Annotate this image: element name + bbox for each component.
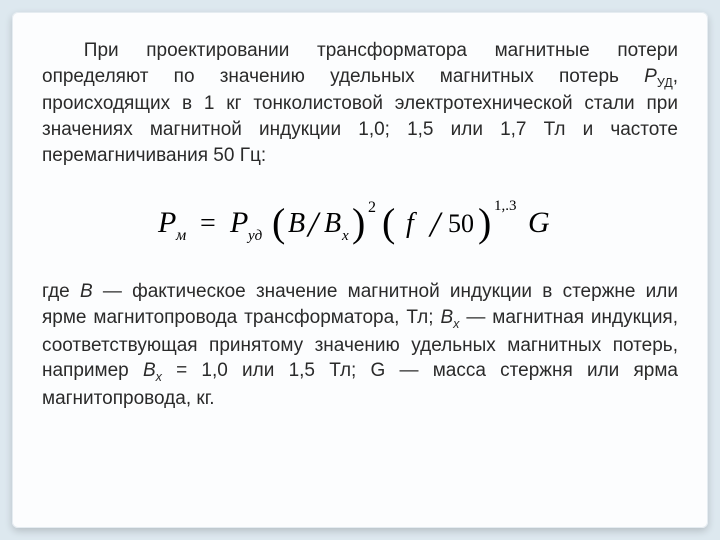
equals: = [200,208,216,239]
frac2-50: 50 [448,209,474,238]
frac1-B: B [288,208,305,239]
rparen2: ) [478,200,491,245]
lparen2: ( [382,200,395,245]
formula-svg: P м = P уд ( B / B x ) 2 ( [150,192,570,252]
p2-v2-B: В [440,307,453,328]
paragraph-2: где В — фактическое значение магнитной и… [42,279,678,411]
p2-v1-B: В [80,281,93,302]
frac1-Bx: B [324,208,341,239]
slash2: / [428,204,443,244]
lparen1: ( [272,200,285,245]
content-card: При проектировании трансформатора магнит… [12,12,708,528]
page-background: При проектировании трансформатора магнит… [0,0,720,540]
rhs-P: P [229,206,248,239]
slash1: / [306,204,321,244]
p2-t1: где [42,281,80,302]
formula-block: P м = P уд ( B / B x ) 2 ( [42,192,678,257]
frac1-sub-x: x [341,228,349,244]
p1-symbol-P: Р [644,66,657,87]
p1-subscript-UD: УД [657,75,673,89]
lhs-P: P [157,206,176,239]
exp1: 2 [368,199,376,216]
p1-text-1: При проектировании трансформатора магнит… [42,40,678,87]
lhs-sub-m: м [175,227,186,244]
tail-G: G [528,206,550,239]
frac2-f: f [406,208,417,239]
rparen1: ) [352,200,365,245]
exp2: 1,.3 [494,198,517,214]
paragraph-1: При проектировании трансформатора магнит… [42,38,678,168]
rhs-sub-ud: уд [246,228,263,244]
p2-v3-B: В [143,360,156,381]
